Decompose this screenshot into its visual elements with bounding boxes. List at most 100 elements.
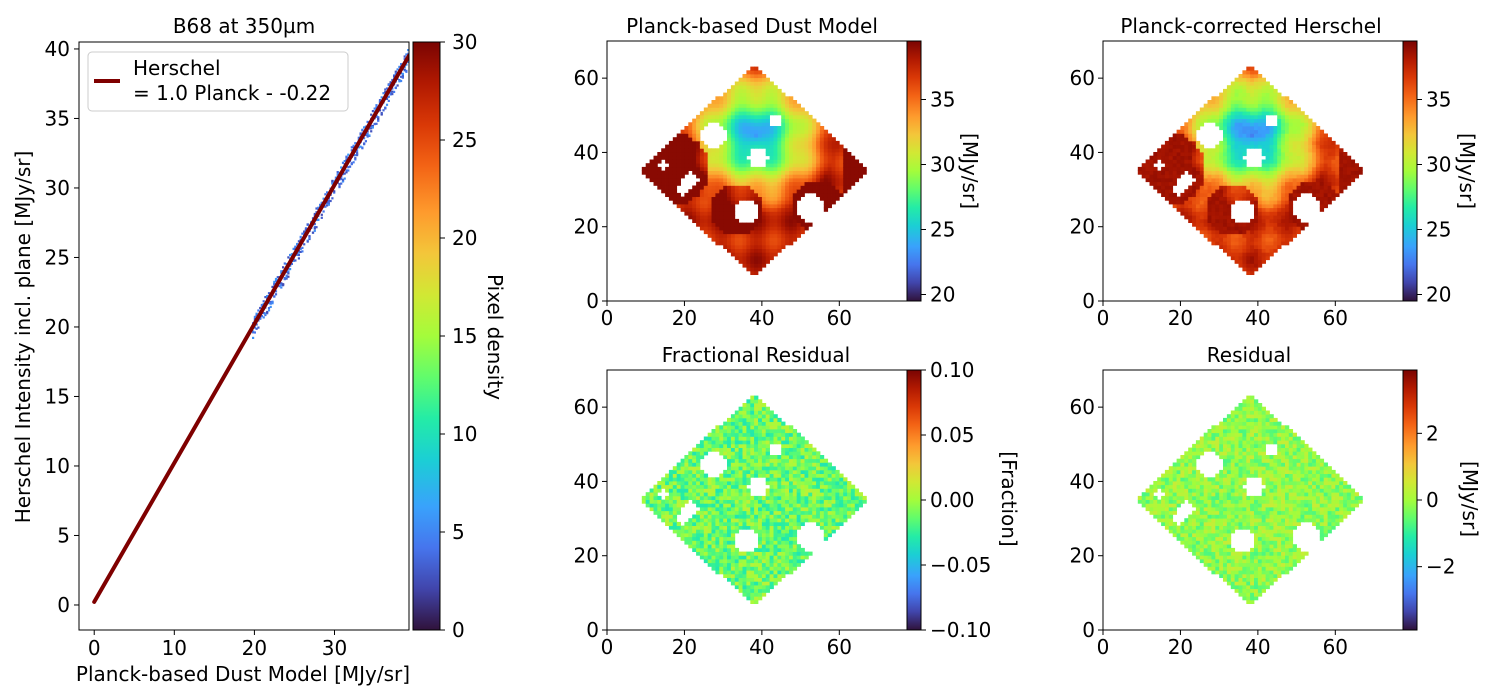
map-pixel [1211,189,1216,194]
map-pixel [723,100,728,105]
map-pixel [750,118,755,123]
map-pixel [742,473,747,478]
map-pixel [734,518,740,523]
map-pixel [746,114,751,120]
map-pixel [761,547,767,553]
map-pixel [692,466,697,471]
map-pixel [1315,148,1321,153]
scatter-point [267,302,271,305]
map-pixel [692,215,697,220]
map-pixel [661,155,666,160]
map-pixel [1296,152,1301,157]
map-pixel [1327,196,1332,201]
map-pixel [723,555,728,560]
map-pixel [668,181,674,186]
map-pixel [1234,144,1239,149]
map-pixel [1269,248,1274,253]
map-pixel [765,215,770,220]
map-pixel [727,421,732,426]
map-pixel [777,218,782,224]
map-pixel [761,118,767,123]
map-pixel [1219,226,1224,231]
map-pixel [1199,204,1205,209]
map-pixel [730,244,736,250]
map-pixel [684,166,689,172]
map-pixel [719,559,724,564]
map-pixel [785,533,790,538]
map-pixel [742,585,747,590]
map-pixel [1269,137,1274,142]
scatter-point [382,92,385,95]
map-pixel [1234,222,1239,227]
map-pixel [789,521,794,527]
map-pixel [1327,192,1332,198]
map-pixel [1292,148,1297,153]
map-pixel [727,540,732,545]
map-pixel [1350,159,1356,164]
map-pixel [1312,192,1317,198]
map-pixel [761,77,767,82]
map-pixel [769,559,774,564]
map-pixel [796,222,801,227]
map-pixel [1254,207,1259,212]
map-pixel [773,577,778,582]
scatter-point [396,68,399,71]
map-pixel [758,259,763,264]
map-pixel [1265,159,1270,164]
map-pixel [1257,118,1263,123]
map-pixel [785,241,790,246]
map-pixel [816,129,821,134]
map-pixel [789,211,794,216]
map-pixel [715,436,720,441]
map-pixel [1261,159,1266,164]
map-pixel [1215,200,1220,205]
map-pixel [1184,155,1189,160]
map-pixel [730,144,736,149]
map-pixel [645,495,650,501]
map-pixel [754,233,759,238]
map-colorbar-gradient [1402,40,1418,302]
scatter-point [375,115,378,118]
map-pixel [680,133,685,138]
map-pixel [727,129,732,134]
map-pixel [765,492,770,497]
map-pixel [1184,126,1189,131]
map-pixel [754,436,759,441]
map-pixel [1203,204,1208,209]
map-pixel [1226,166,1232,172]
map-pixel [703,155,709,160]
map-pixel [692,170,697,175]
map-pixel [738,410,743,415]
map-pixel [738,521,743,527]
map-pixel [703,118,709,123]
map-pixel [746,230,751,235]
map-pixel [1188,166,1193,172]
map-pixel [754,403,759,408]
map-pixel [1319,200,1325,205]
map-pixel [754,70,759,75]
map-pixel [734,425,740,430]
map-pixel [1215,148,1220,153]
map-pixel [1234,244,1239,250]
map-pixel [688,204,693,209]
map-pixel [703,148,709,153]
map-pixel [1300,181,1305,186]
map-pixel [1230,226,1236,231]
map-pixel [1203,200,1208,205]
map-pixel [1199,196,1205,201]
legend-label-line1: Herschel [133,56,221,80]
map-pixel [765,451,770,456]
map-pixel [742,566,747,571]
scatter-point [301,232,304,235]
map-pixel [734,159,740,164]
scatter-point [266,312,269,315]
map-pixel [661,189,666,194]
map-pixel [1145,174,1150,179]
map-pixel [746,111,751,116]
map-pixel [1273,230,1278,235]
map-pixel [765,410,770,415]
map-pixel [727,140,732,146]
map-pixel [715,189,720,194]
scatter-y-label: Herschel Intensity incl. plane [MJy/sr] [11,151,35,524]
map-pixel [746,144,751,149]
